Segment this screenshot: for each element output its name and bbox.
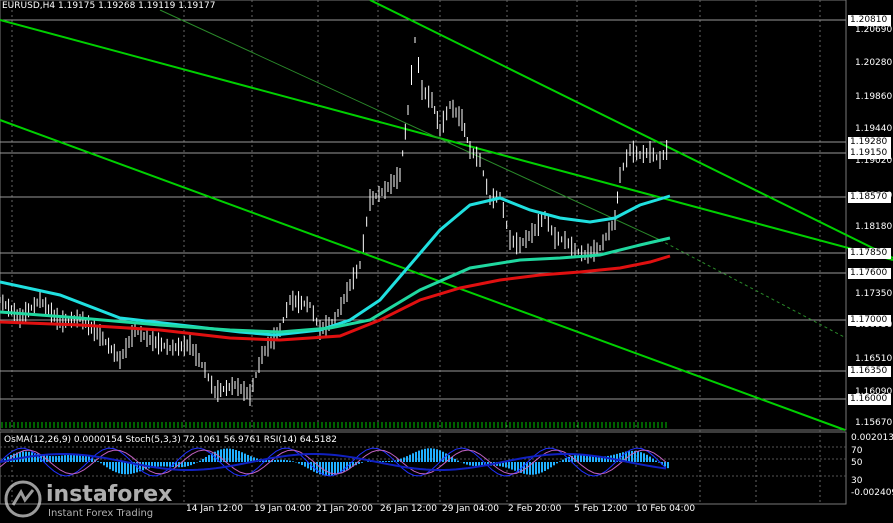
channel-line-upper xyxy=(369,0,893,259)
indicator-axis-top: 0.002013 xyxy=(851,433,893,443)
ema-slow-line xyxy=(0,254,671,342)
price-tick-label: 1.17350 xyxy=(855,289,893,299)
price-tag: 1.19150 xyxy=(848,148,891,159)
ema-mid-line xyxy=(0,236,671,334)
time-tick-label: 29 Jan 04:00 xyxy=(442,504,499,514)
price-tick-label: 1.16510 xyxy=(855,354,893,364)
price-tick-label: 1.19860 xyxy=(855,92,893,102)
stoch-main-line xyxy=(0,447,667,477)
chart-symbol: EURUSD,H4 xyxy=(2,1,56,11)
price-tag: 1.17600 xyxy=(848,268,891,279)
price-tag: 1.16350 xyxy=(848,366,891,377)
indicator-pane-frame xyxy=(0,431,847,505)
time-tick-label: 2 Feb 20:00 xyxy=(508,504,562,514)
price-tick-label: 1.20690 xyxy=(855,25,893,35)
price-tick-label: 1.20280 xyxy=(855,58,893,68)
indicator-level-50: 50 xyxy=(851,458,863,468)
time-tick-label: 21 Jan 20:00 xyxy=(316,504,373,514)
stoch-signal-line xyxy=(0,449,667,475)
time-tick-label: 26 Jan 12:00 xyxy=(380,504,437,514)
main-pane-frame xyxy=(0,0,847,431)
time-tick-label: 14 Jan 12:00 xyxy=(186,504,243,514)
channel-line-upper-left xyxy=(0,19,893,261)
trend-line-thin xyxy=(159,9,661,241)
instaforex-logo: instaforex Instant Forex Trading xyxy=(4,480,204,522)
indicator-axis-bottom: -0.002409 xyxy=(851,488,893,498)
price-tick-label: 1.18180 xyxy=(855,222,893,232)
channel-line-lower xyxy=(0,119,846,431)
price-tag: 1.18570 xyxy=(848,192,891,203)
time-tick-label: 19 Jan 04:00 xyxy=(254,504,311,514)
indicator-level-70: 70 xyxy=(851,446,863,456)
chart-quote: 1.19175 1.19268 1.19119 1.19177 xyxy=(58,1,216,11)
time-tick-label: 5 Feb 12:00 xyxy=(574,504,628,514)
price-tag: 1.20810 xyxy=(848,15,891,26)
indicator-label: OsMA(12,26,9) 0.0000154 Stoch(5,3,3) 72.… xyxy=(4,435,337,445)
price-tag: 1.17000 xyxy=(848,315,891,326)
price-tick-label: 1.15670 xyxy=(855,418,893,428)
time-tick-label: 10 Feb 04:00 xyxy=(636,504,696,514)
chart-header: EURUSD,H4 1.19175 1.19268 1.19119 1.1917… xyxy=(2,1,215,11)
logo-tagline: Instant Forex Trading xyxy=(48,508,154,519)
price-tick-label: 1.19440 xyxy=(855,124,893,134)
trend-line-dashed xyxy=(659,239,847,339)
indicator-level-30: 30 xyxy=(851,476,863,486)
price-tag: 1.16000 xyxy=(848,394,891,405)
price-tag: 1.19280 xyxy=(848,137,891,148)
logo-mark-icon xyxy=(4,480,42,518)
price-tag: 1.17850 xyxy=(848,248,891,259)
logo-brand: instaforex xyxy=(46,482,173,507)
rsi-line xyxy=(0,453,667,471)
price-tick-label: 1.19020 xyxy=(855,156,893,166)
price-tick-label: 1.16090 xyxy=(855,387,893,397)
